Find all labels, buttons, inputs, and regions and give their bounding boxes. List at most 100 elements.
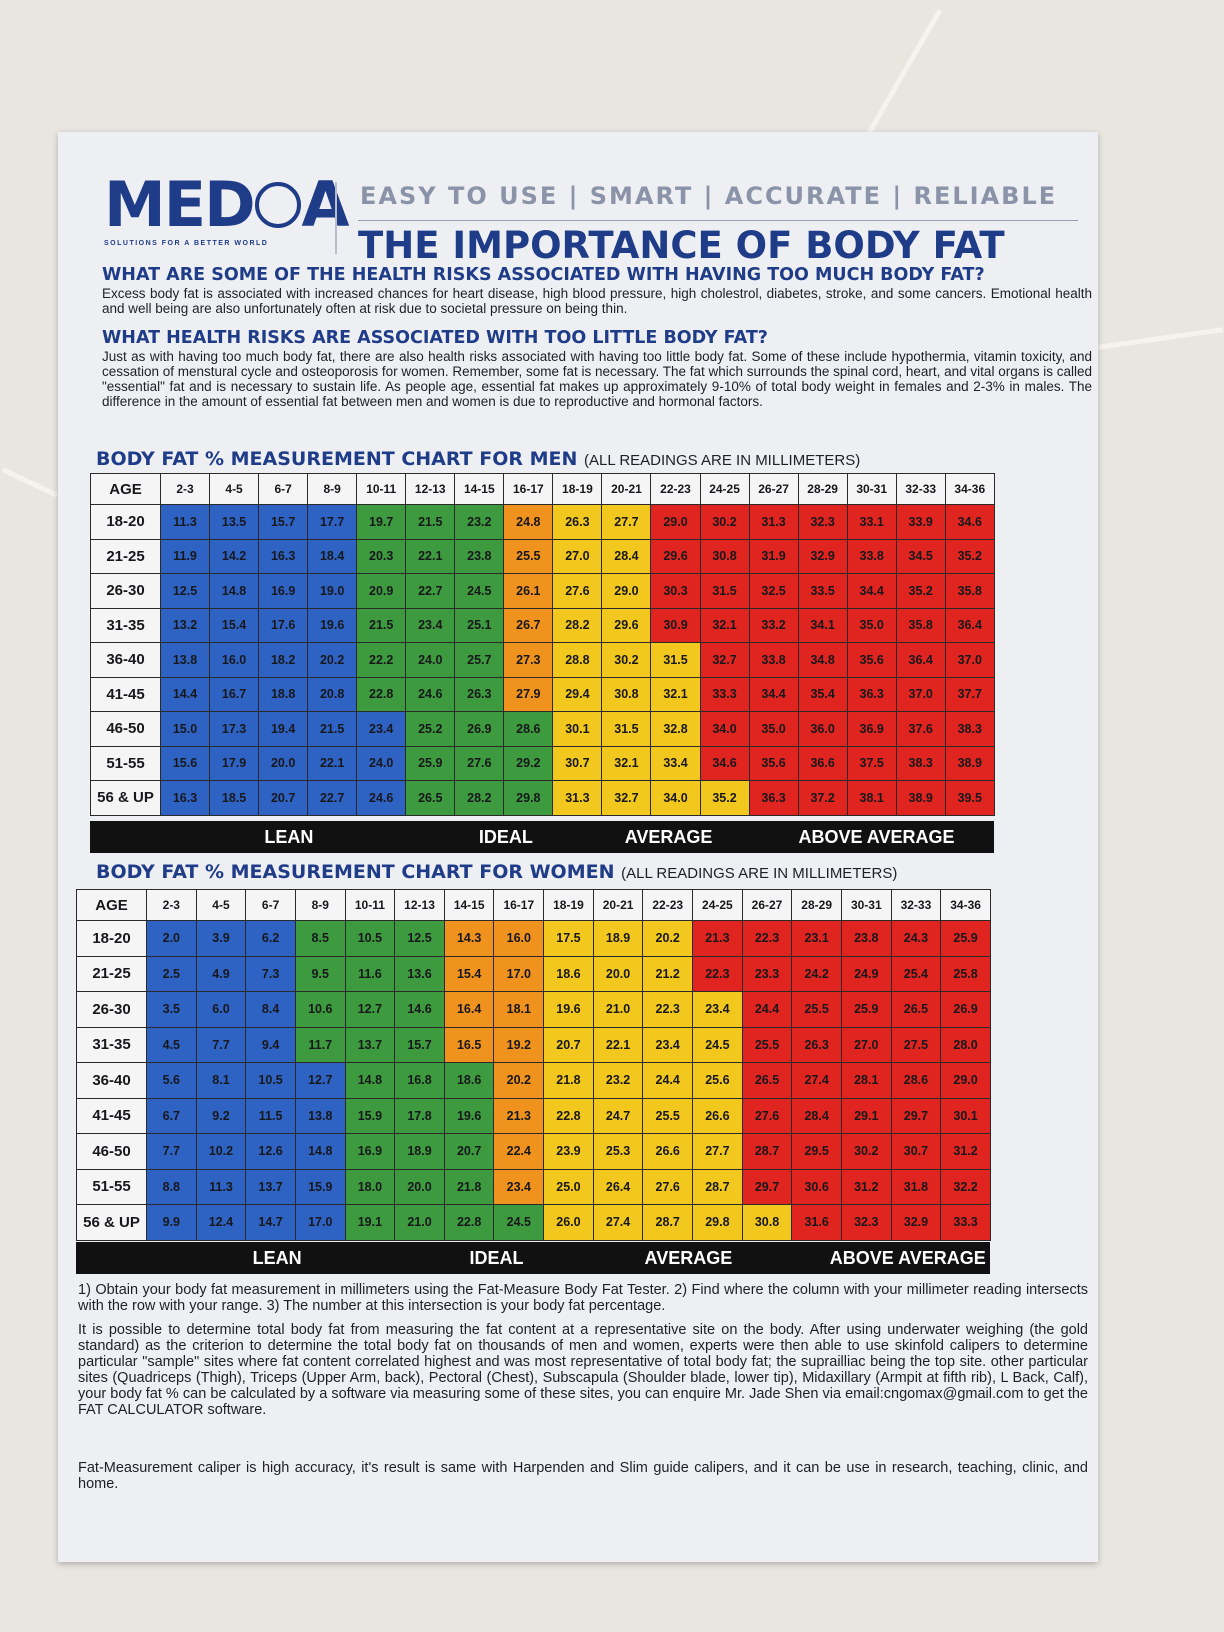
women-legend-bar: LEAN IDEAL AVERAGE ABOVE AVERAGE [76,1242,990,1274]
men-body-fat-table: AGE 2-3 4-5 6-7 8-9 10-11 12-13 14-15 16-17 18-19… [90,473,995,816]
women-chart-note: (ALL READINGS ARE IN MILLIMETERS) [621,865,898,882]
body-fat-cell: 29.0 [601,573,652,609]
age-range-label: 31-35 [76,1026,147,1063]
body-fat-cell: 35.2 [895,573,946,609]
body-fat-cell: 26.5 [741,1062,793,1099]
body-fat-cell: 15.7 [394,1026,445,1063]
body-fat-cell: 11.3 [159,504,211,540]
mm-column-header: 22-23 [650,473,701,505]
body-fat-cell: 25.8 [940,955,991,992]
body-fat-cell: 30.1 [940,1097,991,1134]
mm-column-header: 28-29 [797,473,848,505]
body-fat-cell: 22.2 [356,642,407,678]
table-row: 26-30 12.5 14.8 16.9 19.0 20.9 22.7 24.5 26.1 27.… [90,573,995,609]
body-fat-cell: 25.4 [890,955,942,992]
body-fat-cell: 11.3 [195,1168,247,1205]
body-fat-cell: 29.7 [741,1168,793,1205]
body-fat-cell: 32.1 [650,676,701,712]
body-fat-cell: 35.8 [895,607,946,643]
page-title: THE IMPORTANCE OF BODY FAT [358,224,1005,267]
mm-column-header: 6-7 [258,473,309,505]
body-fat-cell: 35.0 [748,711,799,747]
medca-logo: MED A SOLUTIONS FOR A BETTER WORLD [104,168,350,248]
body-fat-cell: 26.6 [642,1133,694,1170]
body-fat-cell: 27.9 [503,676,554,712]
body-fat-cell: 9.5 [294,955,346,992]
body-fat-cell: 27.4 [592,1204,644,1241]
age-column-header: AGE [76,889,147,921]
body-fat-cell: 8.8 [146,1168,197,1205]
body-fat-cell: 34.6 [699,745,750,781]
table-row: 31-35 13.2 15.4 17.6 19.6 21.5 23.4 25.1 26.7 28.… [90,607,995,643]
body-fat-cell: 31.3 [552,780,603,816]
body-fat-cell: 8.4 [245,991,296,1028]
mm-column-header: 28-29 [791,889,842,921]
body-fat-cell: 9.4 [245,1026,296,1063]
body-fat-cell: 12.4 [195,1204,247,1241]
body-fat-cell: 28.6 [890,1062,942,1099]
mm-column-header: 6-7 [245,889,296,921]
table-row: 36-40 5.6 8.1 10.5 12.7 14.8 16.8 18.6 20.2 21.8 2… [76,1062,991,1099]
body-fat-cell: 16.8 [394,1062,445,1099]
body-fat-cell: 16.3 [258,538,309,574]
mm-column-header: 14-15 [443,889,495,921]
body-fat-cell: 38.3 [944,711,995,747]
body-fat-cell: 25.9 [840,991,892,1028]
body-fat-cell: 36.4 [944,607,995,643]
body-fat-cell: 3.9 [195,920,247,957]
body-fat-card: MED A SOLUTIONS FOR A BETTER WORLD EASY T… [58,132,1098,1562]
body-fat-cell: 13.7 [245,1168,296,1205]
body-fat-cell: 10.2 [195,1133,247,1170]
age-range-label: 46-50 [90,711,161,747]
body-fat-cell: 32.5 [748,573,799,609]
age-range-label: 41-45 [76,1097,147,1134]
body-fat-cell: 27.3 [503,642,554,678]
legend-label: IDEAL [469,1248,524,1268]
body-fat-cell: 37.6 [895,711,946,747]
body-fat-cell: 22.1 [592,1026,644,1063]
body-fat-cell: 18.9 [592,920,644,957]
table-row: 21-25 2.5 4.9 7.3 9.5 11.6 13.6 15.4 17.0 18.6 20.… [76,955,991,992]
body-fat-cell: 33.8 [846,538,897,574]
mm-column-header: 26-27 [748,473,799,505]
body-fat-cell: 32.7 [601,780,652,816]
body-fat-cell: 33.1 [846,504,897,540]
body-fat-cell: 19.0 [307,573,358,609]
body-fat-cell: 32.2 [940,1168,991,1205]
body-fat-cell: 18.6 [443,1062,495,1099]
table-row: 46-50 7.7 10.2 12.6 14.8 16.9 18.9 20.7 22.4 23.9… [76,1133,991,1170]
age-range-label: 21-25 [76,955,147,992]
body-fat-cell: 35.4 [797,676,848,712]
body-fat-cell: 13.8 [159,642,211,678]
body-fat-cell: 30.2 [601,642,652,678]
body-fat-cell: 2.0 [146,920,197,957]
body-fat-cell: 20.0 [258,745,309,781]
body-fat-cell: 31.2 [940,1133,991,1170]
section2-heading: WHAT HEALTH RISKS ARE ASSOCIATED WITH TO… [102,328,768,348]
table-header-row: AGE 2-3 4-5 6-7 8-9 10-11 12-13 14-15 16-17 18-19… [76,889,991,921]
body-fat-cell: 28.2 [454,780,505,816]
body-fat-cell: 29.8 [692,1204,743,1241]
body-fat-cell: 25.0 [543,1168,594,1205]
body-fat-cell: 24.9 [840,955,892,992]
body-fat-cell: 23.2 [592,1062,644,1099]
body-fat-cell: 20.7 [258,780,309,816]
body-fat-cell: 36.3 [846,676,897,712]
body-fat-cell: 23.2 [454,504,505,540]
body-fat-cell: 14.8 [344,1062,396,1099]
body-fat-cell: 26.9 [454,711,505,747]
body-fat-cell: 25.5 [791,991,842,1028]
body-fat-cell: 30.9 [650,607,701,643]
body-fat-cell: 13.8 [294,1097,346,1134]
legend-label: LEAN [252,1248,302,1268]
table-row: 18-20 2.0 3.9 6.2 8.5 10.5 12.5 14.3 16.0 17.5 18.… [76,920,991,957]
body-fat-cell: 13.7 [344,1026,396,1063]
mm-column-header: 16-17 [503,473,554,505]
body-fat-cell: 18.1 [493,991,545,1028]
body-fat-cell: 11.5 [245,1097,296,1134]
body-fat-cell: 29.6 [650,538,701,574]
body-fat-cell: 30.8 [601,676,652,712]
mm-column-header: 2-3 [146,889,197,921]
table-row: 18-20 11.3 13.5 15.7 17.7 19.7 21.5 23.2 24.8 26.… [90,504,995,540]
body-fat-cell: 23.8 [840,920,892,957]
